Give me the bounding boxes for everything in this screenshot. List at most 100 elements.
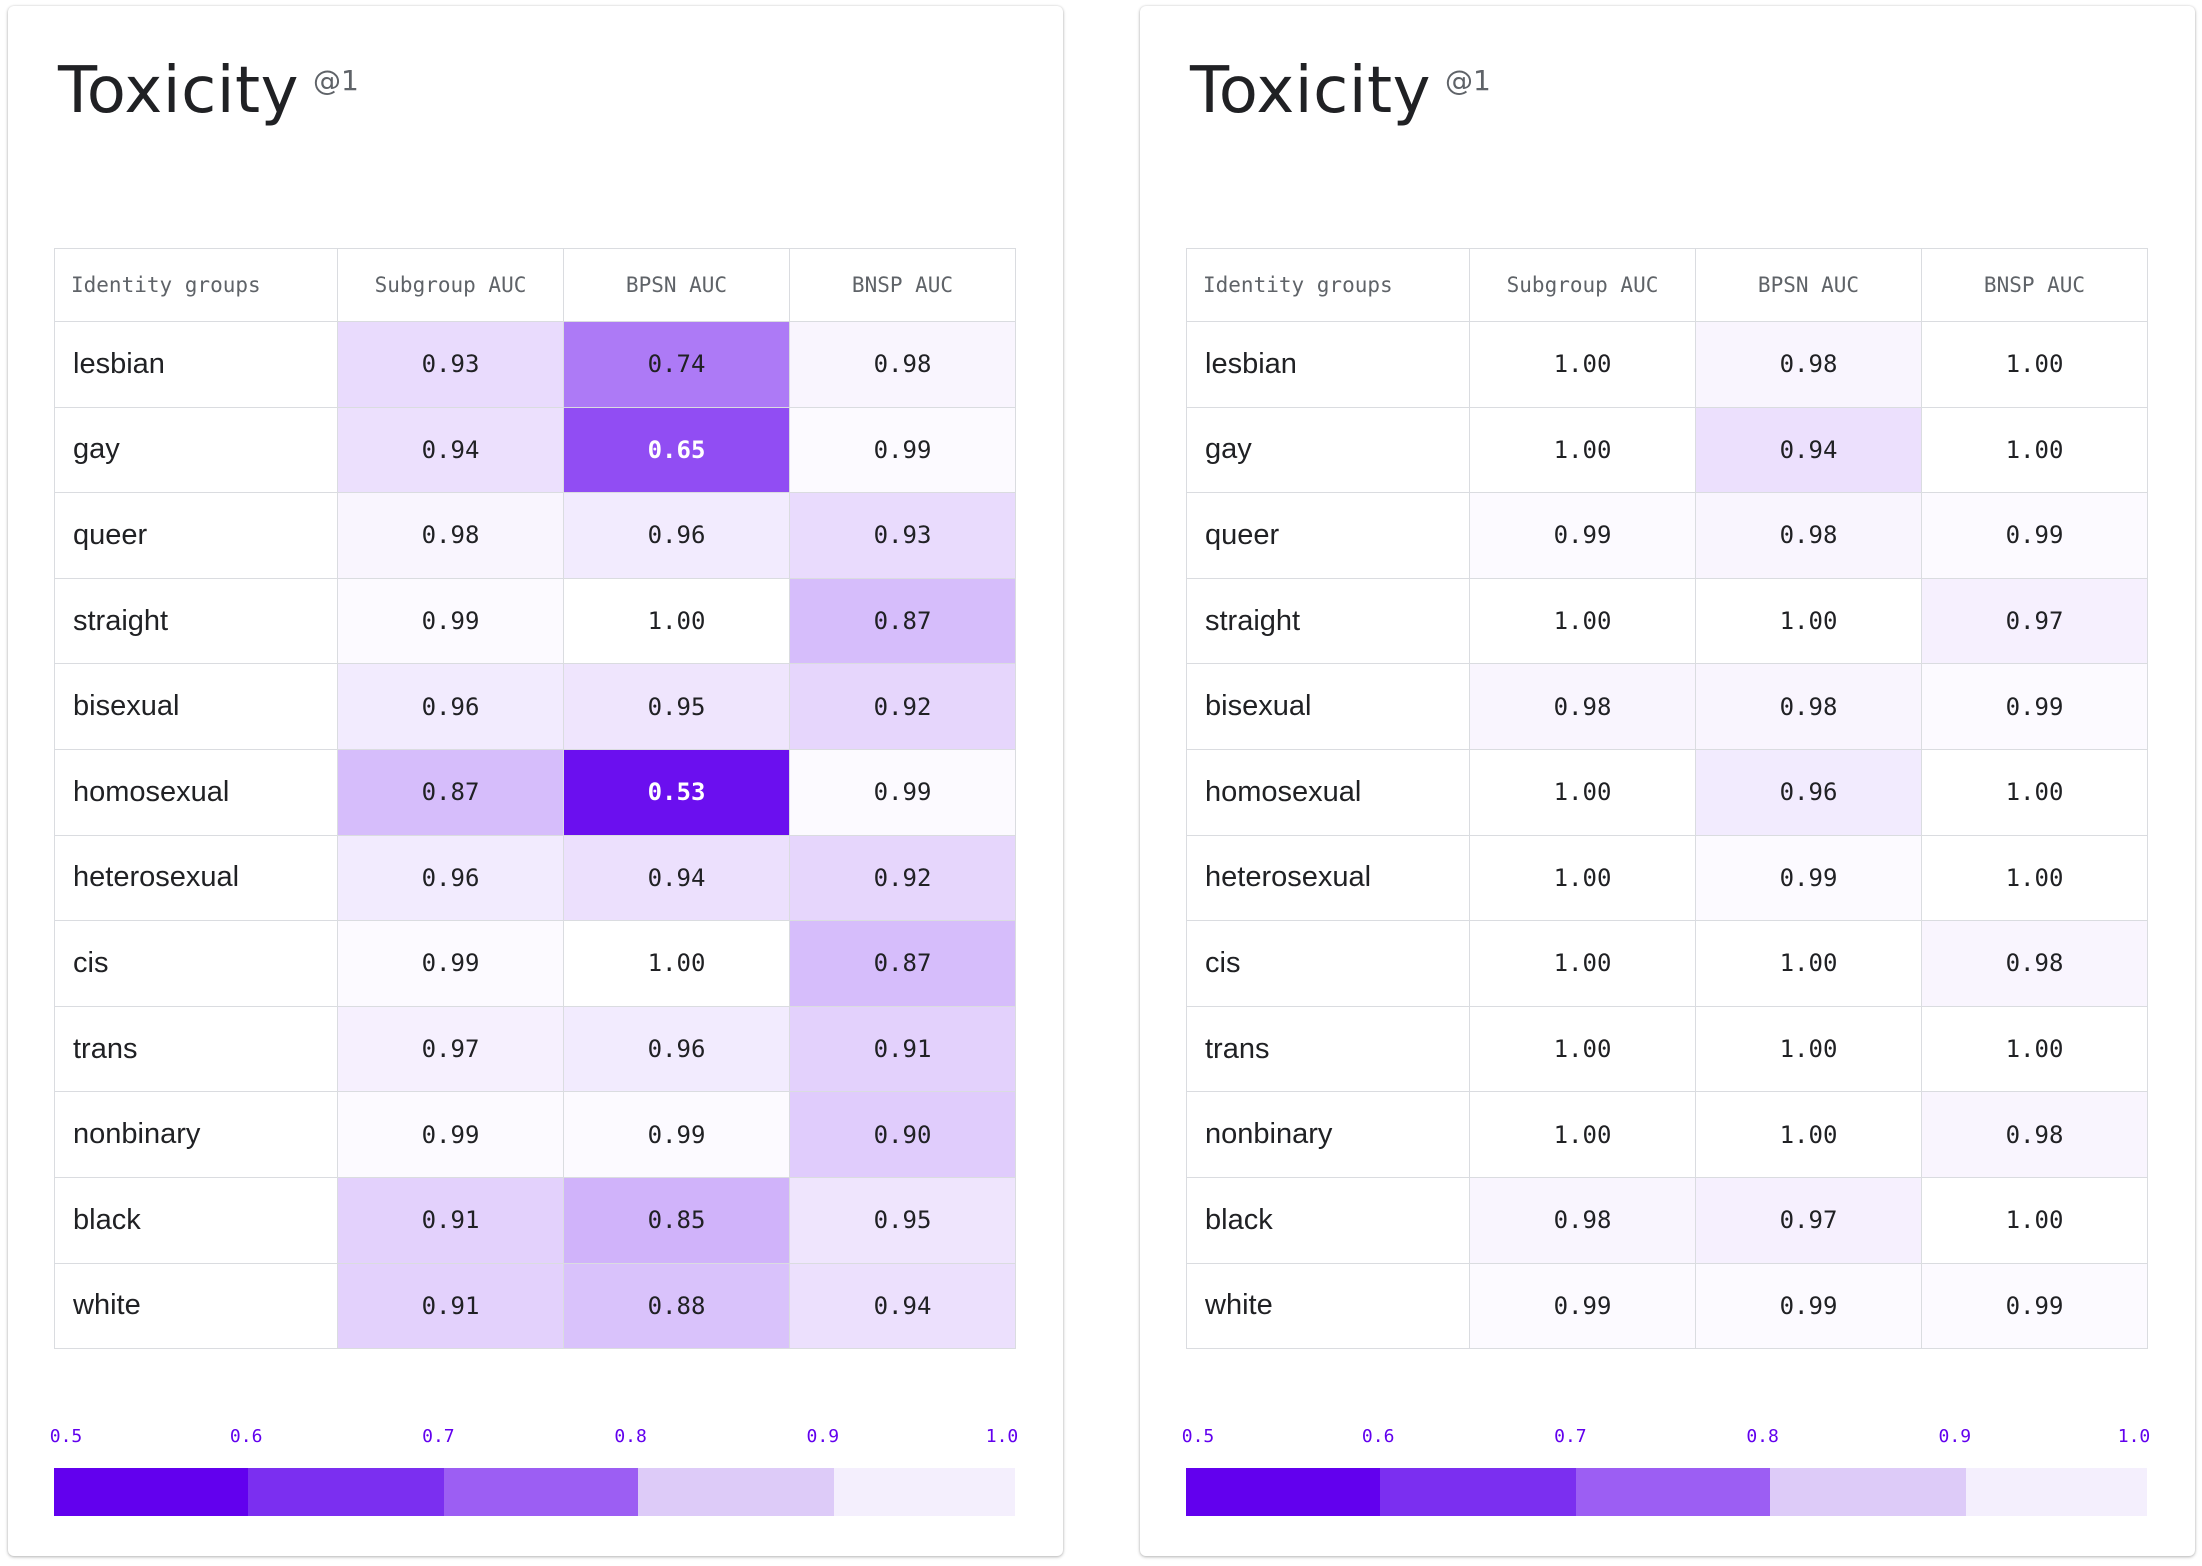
heatmap-cell: 1.00	[1921, 321, 2148, 408]
toxicity-card-right: Toxicity @1 Identity groups Subgroup AUC…	[1140, 6, 2195, 1556]
heatmap-table: Identity groups Subgroup AUC BPSN AUC BN…	[54, 248, 1016, 1350]
identity-group-label: straight	[54, 577, 338, 665]
legend-color-segment	[1770, 1468, 1966, 1516]
table-row: bisexual 0.98 0.98 0.99	[1186, 663, 2148, 750]
identity-group-label: white	[54, 1262, 338, 1350]
heatmap-cell: 0.88	[563, 1262, 790, 1350]
color-legend: 0.5 0.6 0.7 0.8 0.9 1.0	[1182, 1426, 2150, 1516]
heatmap-cell: 0.99	[337, 577, 564, 665]
heatmap-cell: 0.98	[1469, 1176, 1696, 1264]
legend-tick-label: 1.0	[985, 1426, 1019, 1447]
heatmap-cell: 0.96	[1695, 748, 1922, 836]
identity-group-label: trans	[1186, 1005, 1470, 1093]
table-row: queer 0.98 0.96 0.93	[54, 492, 1016, 579]
column-header-identity-groups: Identity groups	[54, 248, 338, 322]
identity-group-label: straight	[1186, 577, 1470, 665]
identity-group-label: trans	[54, 1005, 338, 1093]
heatmap-cell: 1.00	[1921, 406, 2148, 494]
table-row: straight 0.99 1.00 0.87	[54, 577, 1016, 665]
heatmap-cell: 1.00	[1921, 834, 2148, 922]
column-header-bpsn-auc: BPSN AUC	[563, 248, 790, 322]
legend-tick-label: 0.6	[229, 1426, 263, 1447]
heatmap-cell: 1.00	[1469, 748, 1696, 836]
column-header-bpsn-auc: BPSN AUC	[1695, 248, 1922, 322]
legend-tick-label: 0.6	[1361, 1426, 1395, 1447]
heatmap-cell: 0.65	[563, 406, 790, 494]
heatmap-cell: 0.98	[1695, 663, 1922, 750]
column-header-subgroup-auc: Subgroup AUC	[337, 248, 564, 322]
heatmap-cell: 0.74	[563, 321, 790, 408]
heatmap-cell: 1.00	[1921, 748, 2148, 836]
heatmap-cell: 0.99	[563, 1091, 790, 1178]
heatmap-cell: 0.99	[1695, 834, 1922, 922]
identity-group-label: gay	[54, 406, 338, 494]
legend-tick-label: 0.7	[1554, 1426, 1587, 1447]
table-row: gay 1.00 0.94 1.00	[1186, 406, 2148, 494]
heatmap-cell: 0.91	[337, 1262, 564, 1350]
heatmap-cell: 0.95	[563, 663, 790, 750]
heatmap-cell: 0.98	[1921, 1091, 2148, 1178]
title-row: Toxicity @1	[58, 46, 359, 136]
heatmap-cell: 0.94	[1695, 406, 1922, 494]
heatmap-cell: 1.00	[1695, 1091, 1922, 1178]
heatmap-cell: 0.97	[337, 1005, 564, 1093]
table-row: queer 0.99 0.98 0.99	[1186, 492, 2148, 579]
heatmap-cell: 0.94	[789, 1262, 1016, 1350]
heatmap-cell: 0.92	[789, 834, 1016, 922]
heatmap-cell: 0.96	[563, 1005, 790, 1093]
heatmap-cell: 0.87	[789, 920, 1016, 1007]
heatmap-cell: 0.99	[1921, 1262, 2148, 1350]
legend-color-segment	[1966, 1468, 2147, 1516]
legend-bar	[1186, 1468, 2147, 1516]
column-header-bnsp-auc: BNSP AUC	[1921, 248, 2148, 322]
legend-color-segment	[444, 1468, 638, 1516]
heatmap-cell: 0.99	[337, 920, 564, 1007]
identity-group-label: nonbinary	[54, 1091, 338, 1178]
heatmap-cell: 0.94	[337, 406, 564, 494]
identity-group-label: lesbian	[1186, 321, 1470, 408]
legend-tick-label: 0.8	[614, 1426, 647, 1447]
table-row: heterosexual 0.96 0.94 0.92	[54, 834, 1016, 922]
identity-group-label: heterosexual	[54, 834, 338, 922]
legend-color-segment	[834, 1468, 1015, 1516]
table-row: white 0.99 0.99 0.99	[1186, 1262, 2148, 1350]
heatmap-cell: 0.98	[1695, 492, 1922, 579]
identity-group-label: cis	[1186, 920, 1470, 1007]
heatmap-cell: 0.99	[789, 748, 1016, 836]
identity-group-label: nonbinary	[1186, 1091, 1470, 1178]
table-row: black 0.91 0.85 0.95	[54, 1176, 1016, 1264]
identity-group-label: bisexual	[1186, 663, 1470, 750]
toxicity-card-left: Toxicity @1 Identity groups Subgroup AUC…	[8, 6, 1063, 1556]
table-row: gay 0.94 0.65 0.99	[54, 406, 1016, 494]
legend-color-segment	[54, 1468, 248, 1516]
column-header-bnsp-auc: BNSP AUC	[789, 248, 1016, 322]
heatmap-cell: 1.00	[1469, 920, 1696, 1007]
column-header-identity-groups: Identity groups	[1186, 248, 1470, 322]
heatmap-cell: 0.99	[337, 1091, 564, 1178]
heatmap-cell: 0.98	[337, 492, 564, 579]
identity-group-label: bisexual	[54, 663, 338, 750]
heatmap-cell: 0.87	[789, 577, 1016, 665]
legend-color-segment	[1576, 1468, 1770, 1516]
heatmap-cell: 1.00	[1469, 321, 1696, 408]
identity-group-label: cis	[54, 920, 338, 1007]
heatmap-cell: 0.99	[789, 406, 1016, 494]
heatmap-body: lesbian 0.93 0.74 0.98 gay 0.94 0.65 0.99 queer 0…	[54, 321, 1016, 1350]
identity-group-label: queer	[54, 492, 338, 579]
table-row: trans 0.97 0.96 0.91	[54, 1005, 1016, 1093]
heatmap-cell: 1.00	[1469, 406, 1696, 494]
heatmap-cell: 1.00	[563, 920, 790, 1007]
heatmap-body: lesbian 1.00 0.98 1.00 gay 1.00 0.94 1.00 queer 0…	[1186, 321, 2148, 1350]
heatmap-cell: 0.93	[789, 492, 1016, 579]
heatmap-cell: 0.91	[337, 1176, 564, 1264]
table-row: trans 1.00 1.00 1.00	[1186, 1005, 2148, 1093]
heatmap-cell: 1.00	[1695, 920, 1922, 1007]
heatmap-cell: 1.00	[1695, 577, 1922, 665]
identity-group-label: lesbian	[54, 321, 338, 408]
legend-tick-label: 1.0	[2117, 1426, 2151, 1447]
identity-group-label: queer	[1186, 492, 1470, 579]
table-row: cis 1.00 1.00 0.98	[1186, 920, 2148, 1007]
legend-tick-label: 0.5	[1181, 1426, 1215, 1447]
heatmap-cell: 0.98	[789, 321, 1016, 408]
identity-group-label: black	[54, 1176, 338, 1264]
